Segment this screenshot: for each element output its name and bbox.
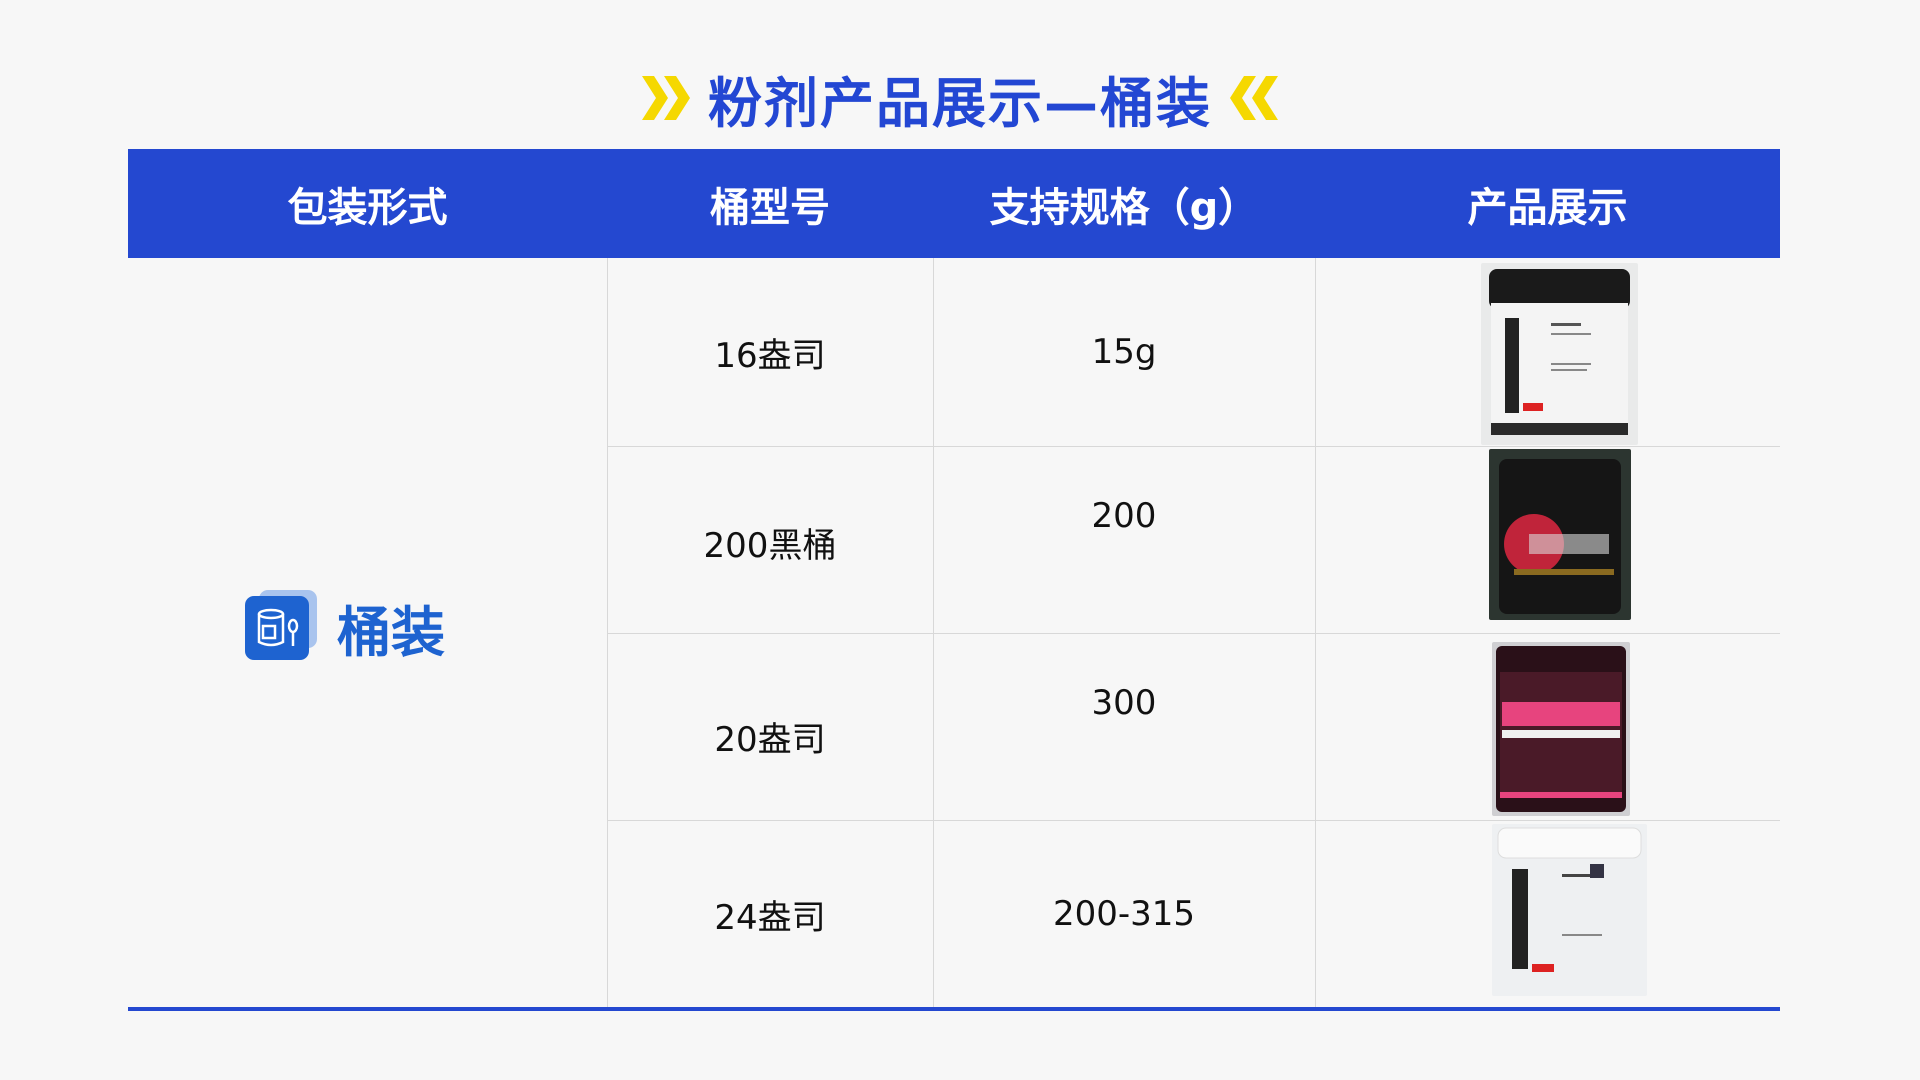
double-chevron-right-icon — [642, 76, 694, 120]
table-bottom-border — [128, 1007, 1780, 1011]
page-title-row: 粉剂产品展示—桶装 — [0, 60, 1920, 136]
header-spec: 支持规格（g） — [989, 184, 1259, 231]
product-image-98k-pre-workout — [1492, 642, 1630, 816]
header-product: 产品展示 — [1467, 184, 1628, 231]
model-cell: 20盎司 — [714, 720, 826, 760]
packaging-cell: 桶装 — [245, 588, 445, 667]
product-image-red-black — [1489, 449, 1631, 620]
product-image-electrolyte — [1481, 263, 1638, 445]
model-cell: 16盎司 — [714, 335, 826, 376]
table-header: 包装形式 桶型号 支持规格（g） 产品展示 — [128, 149, 1780, 258]
product-image-glutamine-peptide — [1492, 824, 1647, 996]
divider — [607, 633, 1780, 634]
packaging-label: 桶装 — [337, 601, 445, 664]
header-model: 桶型号 — [710, 184, 830, 231]
page-title: 粉剂产品展示—桶装 — [708, 71, 1212, 135]
spec-cell: 200-315 — [1052, 894, 1196, 934]
divider — [607, 446, 1780, 447]
jar-spoon-icon — [245, 589, 317, 666]
spec-cell: 300 — [1091, 683, 1157, 723]
divider — [607, 820, 1780, 821]
header-packaging: 包装形式 — [287, 184, 448, 231]
model-cell: 24盎司 — [714, 897, 826, 938]
model-cell: 200黑桶 — [703, 526, 837, 566]
spec-cell: 15g — [1091, 332, 1157, 372]
double-chevron-left-icon — [1226, 76, 1278, 120]
spec-cell: 200 — [1091, 496, 1157, 536]
